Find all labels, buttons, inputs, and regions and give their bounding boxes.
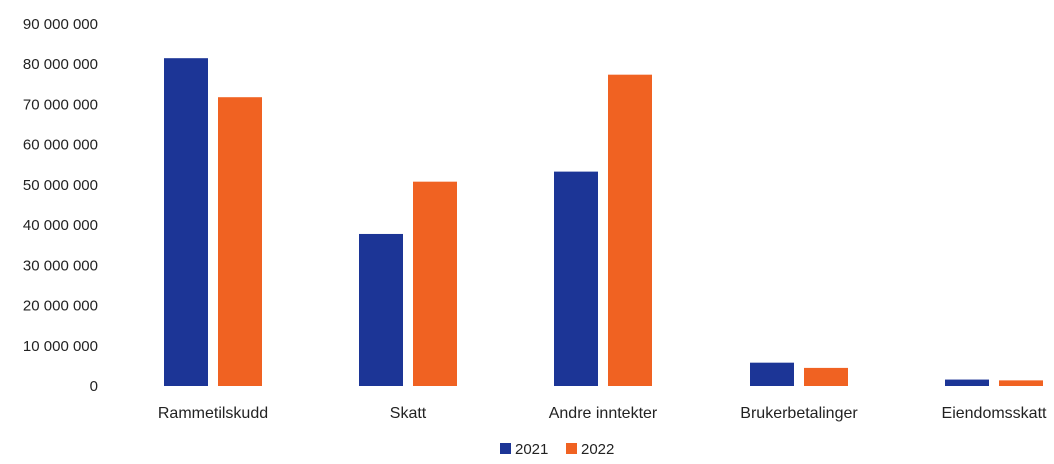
legend-label: 2022 (581, 441, 614, 458)
bar-2022-rammetilskudd (218, 97, 262, 387)
y-tick-label: 40 000 000 (23, 217, 98, 234)
y-tick-label: 90 000 000 (23, 16, 98, 33)
y-tick-label: 80 000 000 (23, 56, 98, 73)
x-tick-label: Andre inntekter (549, 405, 658, 422)
y-tick-label: 60 000 000 (23, 137, 98, 154)
bars (164, 58, 1043, 387)
bar-2021-rammetilskudd (164, 58, 208, 386)
x-tick-label: Brukerbetalinger (740, 405, 858, 422)
y-tick-label: 20 000 000 (23, 298, 98, 315)
bar-2022-eiendomsskatt (999, 380, 1043, 386)
x-axis: Rammetilskudd Skatt Andre inntekter Brukerb… (158, 405, 1047, 422)
y-tick-label: 30 000 000 (23, 257, 98, 274)
y-tick-label: 0 (90, 378, 98, 395)
bar-2022-andre-inntekter (608, 74, 652, 387)
bar-2022-skatt (413, 181, 457, 386)
legend: 2021 2022 (500, 441, 614, 458)
bar-2022-brukerbetalinger (804, 367, 848, 386)
x-tick-label: Skatt (390, 405, 427, 422)
x-tick-label: Eiendomsskatt (942, 405, 1047, 422)
legend-swatch-2022 (566, 443, 577, 454)
bar-2021-andre-inntekter (554, 171, 598, 386)
y-tick-label: 10 000 000 (23, 338, 98, 355)
bar-2021-brukerbetalinger (750, 362, 794, 386)
x-tick-label: Rammetilskudd (158, 405, 268, 422)
legend-swatch-2021 (500, 443, 511, 454)
legend-label: 2021 (515, 441, 548, 458)
bar-2021-eiendomsskatt (945, 379, 989, 386)
bar-2021-skatt (359, 233, 403, 386)
y-tick-label: 70 000 000 (23, 96, 98, 113)
y-axis: 0 10 000 000 20 000 000 30 000 000 40 000 00… (23, 16, 98, 395)
y-tick-label: 50 000 000 (23, 177, 98, 194)
